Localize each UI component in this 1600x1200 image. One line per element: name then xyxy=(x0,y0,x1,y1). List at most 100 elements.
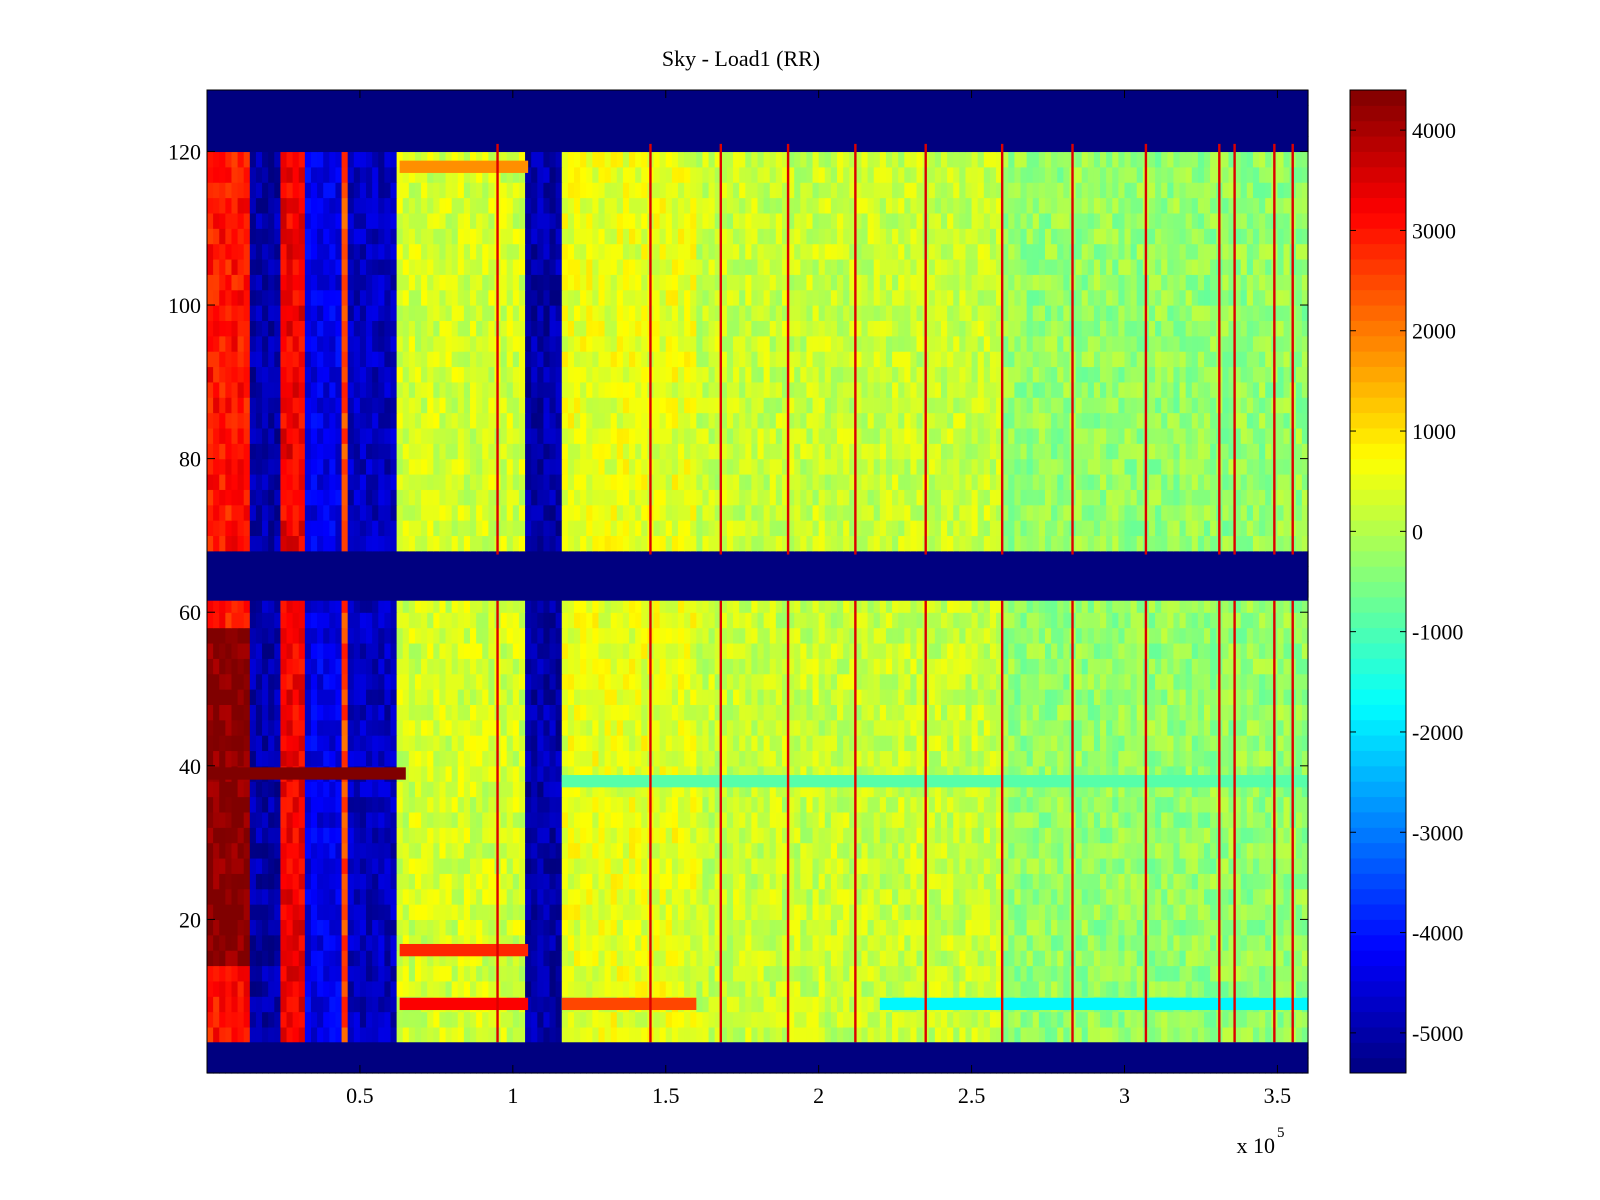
heatmap-cell xyxy=(849,1026,856,1043)
heatmap-cell xyxy=(567,704,575,721)
heatmap-cell xyxy=(378,919,385,936)
heatmap-cell xyxy=(1130,934,1138,951)
heatmap-cell xyxy=(482,950,489,967)
heatmap-cell xyxy=(1124,781,1132,798)
heatmap-cell xyxy=(788,658,795,675)
heatmap-cell xyxy=(506,965,514,982)
heatmap-cell xyxy=(1136,873,1144,890)
heatmap-cell xyxy=(1191,888,1199,905)
heatmap-cell xyxy=(971,965,979,982)
heatmap-cell xyxy=(714,642,722,659)
heatmap-cell xyxy=(567,735,575,752)
heatmap-cell xyxy=(414,765,422,782)
heatmap-cell xyxy=(372,704,379,721)
heatmap-cell xyxy=(702,904,710,921)
heatmap-cell xyxy=(1106,811,1113,828)
heatmap-cell xyxy=(543,965,551,982)
heatmap-cell xyxy=(1148,873,1156,890)
heatmap-cell xyxy=(268,642,275,659)
heatmap-cell xyxy=(255,750,263,767)
heatmap-cell xyxy=(1191,950,1199,967)
heatmap-cell xyxy=(1081,1011,1089,1028)
heatmap-cell xyxy=(1265,950,1272,967)
heatmap-cell xyxy=(457,950,465,967)
heatmap-cell xyxy=(1044,673,1052,690)
heatmap-cell xyxy=(1106,1011,1113,1028)
heatmap-cell xyxy=(1026,796,1034,813)
heatmap-cell xyxy=(714,1026,722,1043)
heatmap-cell xyxy=(592,689,600,705)
heatmap-cell xyxy=(525,934,532,951)
heatmap-cell xyxy=(751,950,759,967)
heatmap-cell xyxy=(543,704,551,721)
heatmap-cell xyxy=(1124,842,1132,859)
heatmap-cell xyxy=(947,796,954,813)
heatmap-cell xyxy=(879,904,887,921)
heatmap-cell xyxy=(482,919,489,936)
heatmap-cell xyxy=(268,1026,275,1043)
heatmap-cell xyxy=(1161,1011,1168,1028)
heatmap-cell xyxy=(696,904,704,921)
heatmap-cell xyxy=(518,919,526,936)
heatmap-cell xyxy=(298,735,306,752)
heatmap-cell xyxy=(421,642,428,659)
heatmap-cell xyxy=(366,827,373,844)
heatmap-cell xyxy=(1173,811,1181,828)
heatmap-cell xyxy=(567,1026,575,1043)
heatmap-cell xyxy=(280,888,288,905)
heatmap-cell xyxy=(482,796,489,813)
heatmap-cell xyxy=(323,735,330,752)
heatmap-cell xyxy=(310,934,318,951)
heatmap-cell xyxy=(463,965,471,982)
heatmap-cell xyxy=(341,934,349,951)
heatmap-cell xyxy=(971,934,979,951)
heatmap-cell xyxy=(372,735,379,752)
heatmap-cell xyxy=(1124,827,1132,844)
heatmap-cell xyxy=(567,827,575,844)
heatmap-cell xyxy=(531,765,538,782)
heatmap-cell xyxy=(255,827,263,844)
heatmap-cell xyxy=(830,904,838,921)
heatmap-cell xyxy=(1057,673,1064,690)
heatmap-cell xyxy=(488,658,496,675)
heatmap-cell xyxy=(249,673,257,690)
heatmap-cell xyxy=(959,1026,967,1043)
heatmap-cell xyxy=(506,781,514,798)
heatmap-cell xyxy=(788,704,795,721)
heatmap-cell xyxy=(788,919,795,936)
heatmap-cell xyxy=(739,796,746,813)
heatmap-cell xyxy=(488,919,496,936)
heatmap-cell xyxy=(947,750,954,767)
heatmap-cell xyxy=(904,888,912,905)
heatmap-cell xyxy=(610,888,618,905)
heatmap-cell xyxy=(451,980,459,997)
heatmap-cell xyxy=(671,1011,679,1028)
heatmap-cell xyxy=(482,719,489,736)
heatmap-cell xyxy=(977,796,985,813)
heatmap-cell xyxy=(574,735,581,752)
heatmap-cell xyxy=(439,827,447,844)
heatmap-cell xyxy=(1081,704,1089,721)
heatmap-cell xyxy=(1093,888,1101,905)
heatmap-cell xyxy=(837,1026,844,1043)
heatmap-cell xyxy=(1112,765,1119,782)
heatmap-cell xyxy=(898,965,905,982)
heatmap-cell xyxy=(818,827,826,844)
heatmap-cell xyxy=(1063,689,1071,705)
heatmap-cell xyxy=(1002,950,1009,967)
heatmap-cell xyxy=(317,781,324,798)
heatmap-cell xyxy=(451,1026,459,1043)
heatmap-cell xyxy=(317,965,324,982)
heatmap-cell xyxy=(1118,842,1126,859)
heatmap-cell xyxy=(1265,904,1272,921)
heatmap-cell xyxy=(739,719,746,736)
heatmap-cell xyxy=(427,781,434,798)
heatmap-cell xyxy=(1234,781,1242,798)
heatmap-cell xyxy=(1234,873,1242,890)
heatmap-cell xyxy=(977,704,985,721)
heatmap-cell xyxy=(1130,873,1138,890)
heatmap-cell xyxy=(286,750,294,767)
heatmap-cell xyxy=(1014,750,1022,767)
heatmap-cell xyxy=(1148,934,1156,951)
heatmap-cell xyxy=(757,735,765,752)
